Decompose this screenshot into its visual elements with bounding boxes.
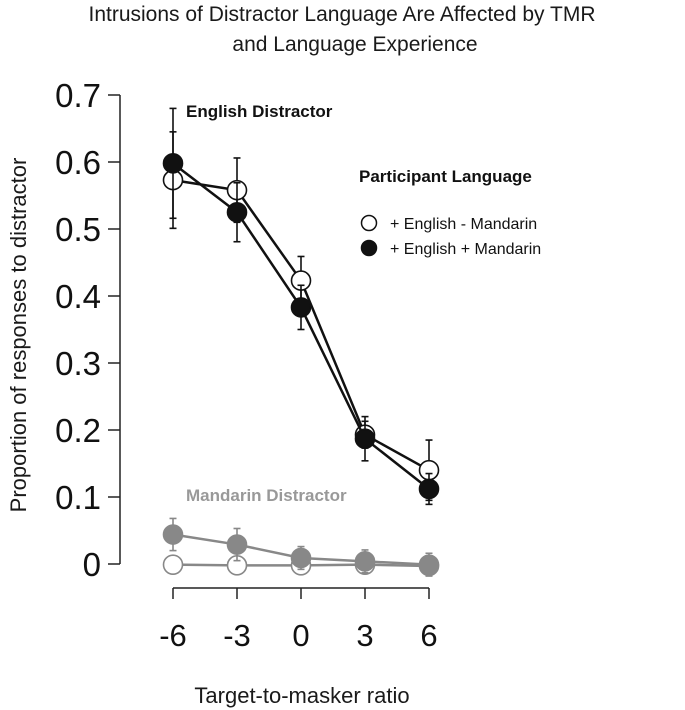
y-tick-label: 0.7 [55, 77, 101, 114]
data-point [354, 551, 376, 572]
y-tick-label: 0.2 [55, 412, 101, 449]
annotation-mandarin-distractor: Mandarin Distractor [186, 486, 347, 505]
data-point [290, 297, 312, 318]
data-point [290, 547, 312, 569]
legend-entry-label: + English + Mandarin [390, 241, 541, 258]
legend-open-circle-icon [360, 214, 378, 232]
x-tick-label: -3 [223, 618, 251, 653]
y-axis-label: Proportion of responses to distractor [6, 158, 31, 513]
annotation-english-distractor: English Distractor [186, 102, 333, 121]
series-layer [162, 107, 440, 577]
data-point [162, 524, 184, 545]
data-point [354, 428, 376, 450]
y-axis: 0 0.1 0.2 0.3 0.4 0.5 0.6 0.7 [55, 77, 121, 583]
y-tick-label: 0.6 [55, 144, 101, 181]
y-tick-label: 0 [83, 546, 101, 583]
y-tick-label: 0.4 [55, 278, 101, 315]
y-tick-label: 0.1 [55, 479, 101, 516]
x-tick-label: 3 [356, 618, 373, 653]
x-axis: -6 -3 0 3 6 [159, 587, 438, 653]
series [162, 107, 440, 506]
data-point [226, 534, 248, 555]
chart-title: Intrusions of Distractor Language Are Af… [89, 3, 596, 56]
x-tick-label: 0 [292, 618, 309, 653]
data-point [418, 554, 440, 575]
data-point [418, 478, 440, 500]
x-tick-label: -6 [159, 618, 187, 653]
legend-entry-label: + English - Mandarin [390, 216, 537, 233]
legend: Participant Language + English - Mandari… [359, 167, 541, 258]
chart-title-line-1: Intrusions of Distractor Language Are Af… [89, 3, 596, 26]
chart-title-line-2: and Language Experience [232, 33, 477, 56]
data-point [226, 201, 248, 223]
y-tick-label: 0.3 [55, 345, 101, 382]
data-point [162, 153, 184, 174]
series [162, 517, 440, 577]
legend-title: Participant Language [359, 167, 532, 186]
data-point [162, 554, 184, 575]
x-tick-label: 6 [420, 618, 437, 653]
y-tick-label: 0.5 [55, 211, 101, 248]
x-axis-label: Target-to-masker ratio [194, 683, 409, 708]
legend-filled-circle-icon [360, 239, 378, 257]
